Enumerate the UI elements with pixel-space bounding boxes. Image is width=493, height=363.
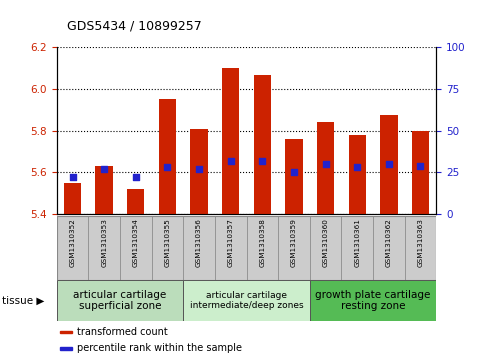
Bar xyxy=(349,135,366,214)
Point xyxy=(164,164,172,170)
Text: GSM1310361: GSM1310361 xyxy=(354,218,360,267)
Point xyxy=(132,175,140,180)
Bar xyxy=(57,280,183,321)
Text: GSM1310363: GSM1310363 xyxy=(418,218,423,267)
Bar xyxy=(64,183,81,214)
Point xyxy=(353,164,361,170)
Bar xyxy=(253,76,271,214)
Point xyxy=(290,170,298,175)
Bar xyxy=(222,68,240,214)
Text: articular cartilage
intermediate/deep zones: articular cartilage intermediate/deep zo… xyxy=(190,291,303,310)
Point xyxy=(385,161,393,167)
Point xyxy=(195,166,203,172)
Bar xyxy=(96,166,113,214)
Bar xyxy=(278,216,310,280)
Text: GSM1310356: GSM1310356 xyxy=(196,218,202,267)
Point xyxy=(417,163,424,169)
Text: GSM1310354: GSM1310354 xyxy=(133,218,139,267)
Text: articular cartilage
superficial zone: articular cartilage superficial zone xyxy=(73,290,167,311)
Bar xyxy=(183,280,310,321)
Bar xyxy=(215,216,246,280)
Bar xyxy=(127,189,144,214)
Text: GSM1310358: GSM1310358 xyxy=(259,218,265,267)
Point xyxy=(258,158,266,164)
Bar xyxy=(183,216,215,280)
Bar xyxy=(246,216,278,280)
Point xyxy=(69,175,76,180)
Bar xyxy=(412,131,429,214)
Text: GSM1310353: GSM1310353 xyxy=(101,218,107,267)
Bar xyxy=(152,216,183,280)
Text: GSM1310352: GSM1310352 xyxy=(70,218,75,267)
Bar xyxy=(159,99,176,214)
Bar xyxy=(61,347,72,350)
Bar xyxy=(61,331,72,333)
Text: GSM1310362: GSM1310362 xyxy=(386,218,392,267)
Point xyxy=(100,166,108,172)
Bar xyxy=(120,216,152,280)
Bar xyxy=(405,216,436,280)
Bar xyxy=(285,139,303,214)
Text: growth plate cartilage
resting zone: growth plate cartilage resting zone xyxy=(316,290,431,311)
Text: GDS5434 / 10899257: GDS5434 / 10899257 xyxy=(67,20,201,33)
Point xyxy=(227,158,235,164)
Bar xyxy=(373,216,405,280)
Bar xyxy=(57,216,88,280)
Text: GSM1310360: GSM1310360 xyxy=(322,218,329,267)
Text: transformed count: transformed count xyxy=(77,327,168,337)
Text: tissue ▶: tissue ▶ xyxy=(2,295,45,305)
Text: percentile rank within the sample: percentile rank within the sample xyxy=(77,343,242,354)
Text: GSM1310355: GSM1310355 xyxy=(164,218,171,267)
Point xyxy=(321,161,329,167)
Bar xyxy=(190,129,208,214)
Bar xyxy=(380,115,397,214)
Bar xyxy=(310,280,436,321)
Bar xyxy=(341,216,373,280)
Bar xyxy=(310,216,341,280)
Text: GSM1310359: GSM1310359 xyxy=(291,218,297,267)
Text: GSM1310357: GSM1310357 xyxy=(228,218,234,267)
Bar xyxy=(317,122,334,214)
Bar xyxy=(88,216,120,280)
